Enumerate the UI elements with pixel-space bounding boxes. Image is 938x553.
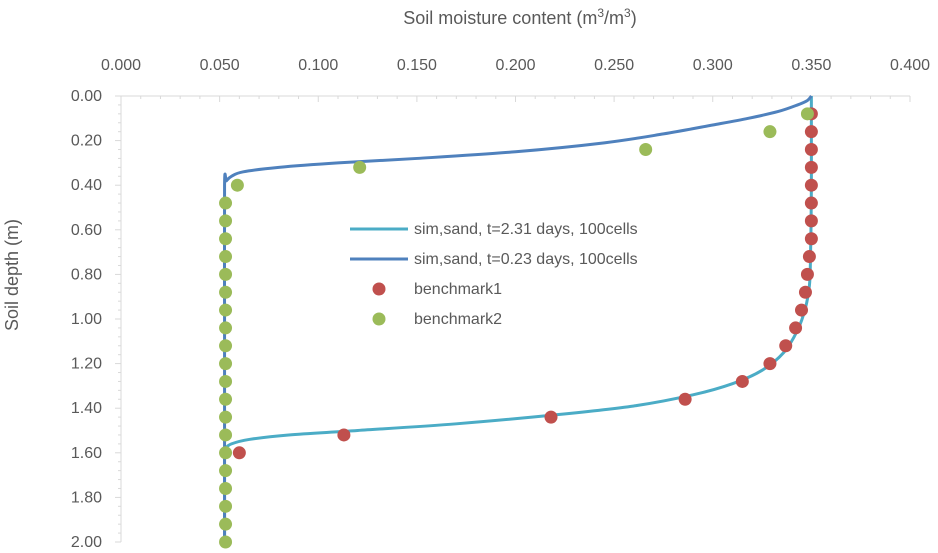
series-point-benchmark1 bbox=[804, 125, 818, 139]
x-tick-label: 0.300 bbox=[693, 57, 733, 74]
x-tick-label: 0.100 bbox=[298, 57, 338, 74]
series-point-benchmark1 bbox=[544, 410, 558, 424]
series-point-benchmark1 bbox=[804, 232, 818, 246]
series-point-benchmark2 bbox=[800, 107, 814, 121]
series-point-benchmark1 bbox=[763, 357, 777, 371]
y-tick-label: 0.40 bbox=[71, 177, 102, 194]
y-tick-label: 0.80 bbox=[71, 266, 102, 283]
series-point-benchmark2 bbox=[219, 321, 233, 335]
y-tick-label: 1.00 bbox=[71, 311, 102, 328]
series-point-benchmark1 bbox=[735, 374, 749, 388]
y-tick-label: 1.80 bbox=[71, 489, 102, 506]
series-point-benchmark2 bbox=[763, 125, 777, 139]
x-axis-title: Soil moisture content (m3/m3) bbox=[403, 6, 636, 28]
series-point-benchmark2 bbox=[219, 410, 233, 424]
legend-label: sim,sand, t=0.23 days, 100cells bbox=[414, 251, 638, 268]
x-tick-label: 0.350 bbox=[791, 57, 831, 74]
legend-label: benchmark1 bbox=[414, 281, 502, 298]
series-point-benchmark2 bbox=[219, 196, 233, 210]
series-point-benchmark2 bbox=[219, 339, 233, 353]
x-tick-label: 0.200 bbox=[495, 57, 535, 74]
legend-label: sim,sand, t=2.31 days, 100cells bbox=[414, 221, 638, 238]
series-point-benchmark1 bbox=[795, 303, 809, 317]
series-point-benchmark1 bbox=[232, 446, 246, 460]
series-line-1 bbox=[222, 96, 813, 542]
plot-area bbox=[219, 95, 818, 549]
series-point-benchmark1 bbox=[804, 160, 818, 174]
legend-label: benchmark2 bbox=[414, 311, 502, 328]
y-tick-label: 1.60 bbox=[71, 445, 102, 462]
series-point-benchmark2 bbox=[219, 214, 233, 228]
series-point-benchmark2 bbox=[219, 428, 233, 442]
series-point-benchmark2 bbox=[219, 464, 233, 478]
series-point-benchmark2 bbox=[219, 267, 233, 281]
series-point-benchmark2 bbox=[219, 446, 233, 460]
y-tick-label: 0.00 bbox=[71, 88, 102, 105]
series-point-benchmark1 bbox=[789, 321, 803, 335]
x-tick-label: 0.400 bbox=[890, 57, 930, 74]
y-tick-label: 2.00 bbox=[71, 534, 102, 551]
series-point-benchmark2 bbox=[219, 392, 233, 406]
x-tick-label: 0.050 bbox=[200, 57, 240, 74]
series-point-benchmark2 bbox=[219, 481, 233, 495]
series-point-benchmark1 bbox=[800, 267, 814, 281]
series-point-benchmark1 bbox=[798, 285, 812, 299]
legend-dot-marker bbox=[372, 312, 386, 326]
series-point-benchmark2 bbox=[219, 517, 233, 531]
x-tick-label: 0.250 bbox=[594, 57, 634, 74]
series-point-benchmark1 bbox=[802, 250, 816, 264]
y-axis-title: Soil depth (m) bbox=[2, 219, 22, 331]
series-point-benchmark1 bbox=[337, 428, 351, 442]
series-point-benchmark2 bbox=[219, 285, 233, 299]
y-tick-label: 0.20 bbox=[71, 133, 102, 150]
series-point-benchmark1 bbox=[804, 143, 818, 157]
series-line-2 bbox=[222, 95, 813, 542]
series-point-benchmark1 bbox=[804, 214, 818, 228]
axes: 0.000 0.050 0.100 0.150 0.200 0.250 0.300 0.350… bbox=[71, 57, 930, 551]
y-tick-label: 1.40 bbox=[71, 400, 102, 417]
series-point-benchmark2 bbox=[219, 303, 233, 317]
series-point-benchmark2 bbox=[230, 178, 244, 192]
series-point-benchmark1 bbox=[678, 392, 692, 406]
x-tick-label: 0.000 bbox=[101, 57, 141, 74]
x-tick-label: 0.150 bbox=[397, 57, 437, 74]
series-point-benchmark2 bbox=[219, 535, 233, 549]
legend-dot-marker bbox=[372, 282, 386, 296]
series-point-benchmark2 bbox=[219, 374, 233, 388]
legend: sim,sand, t=2.31 days, 100cells sim,sand,… bbox=[350, 221, 638, 328]
y-tick-label: 1.20 bbox=[71, 356, 102, 373]
series-point-benchmark2 bbox=[219, 232, 233, 246]
series-point-benchmark2 bbox=[219, 357, 233, 371]
series-point-benchmark1 bbox=[804, 196, 818, 210]
series-point-benchmark1 bbox=[804, 178, 818, 192]
series-point-benchmark2 bbox=[353, 160, 367, 174]
series-point-benchmark2 bbox=[219, 499, 233, 513]
series-point-benchmark1 bbox=[779, 339, 793, 353]
series-point-benchmark2 bbox=[219, 250, 233, 264]
series-point-benchmark2 bbox=[639, 143, 653, 157]
y-tick-label: 0.60 bbox=[71, 222, 102, 239]
